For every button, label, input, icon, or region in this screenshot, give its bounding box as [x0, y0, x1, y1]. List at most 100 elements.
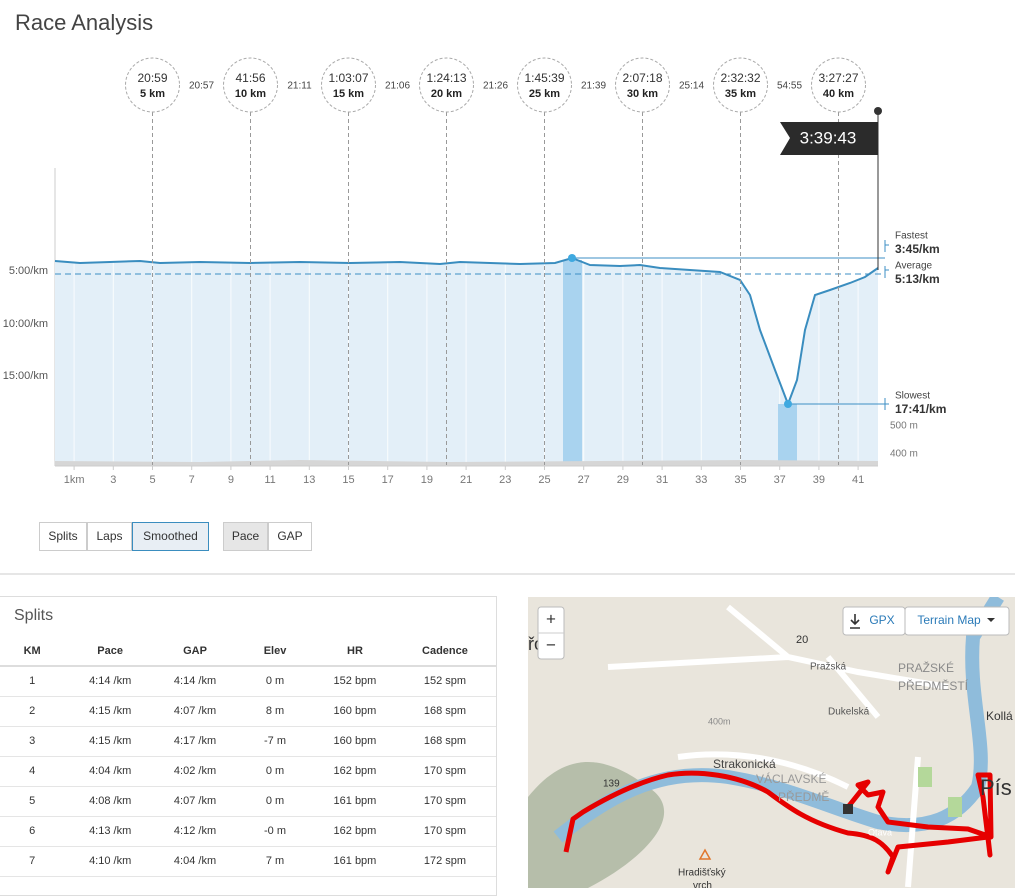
- map-type-label[interactable]: Terrain Map: [917, 613, 981, 627]
- slowest-highlight: [778, 404, 797, 465]
- elevation-label: 400 m: [890, 449, 918, 460]
- split-cell: 2: [29, 705, 36, 717]
- park: [918, 767, 932, 787]
- x-tick-label: 7: [189, 474, 195, 486]
- checkpoint-time: 20:59: [137, 71, 167, 85]
- split-cell: 4:10 /km: [89, 855, 132, 867]
- checkpoint-circle: [321, 57, 376, 113]
- average-label: Average: [895, 261, 933, 272]
- pace-chart: 20:59 5 km 41:56 10 km 1:03:07 15 km 1:24:13 20…: [0, 57, 1015, 575]
- zoom-in[interactable]: +: [546, 609, 556, 628]
- map-label: PRAŽSKÉ: [898, 660, 954, 675]
- split-cell: 0 m: [265, 795, 285, 807]
- fastest-label: Fastest: [895, 231, 928, 242]
- column-header: HR: [347, 644, 363, 657]
- split-cell: 4:17 /km: [173, 735, 217, 747]
- x-tick-label: 5: [149, 474, 155, 486]
- x-tick-label: 9: [228, 474, 234, 486]
- split-cell: 4:14 /km: [173, 675, 217, 688]
- x-tick-label: 31: [656, 474, 668, 486]
- split-cell: 162 bpm: [333, 765, 377, 777]
- split-cell: 162 bpm: [333, 825, 377, 837]
- finish-time: 3:39:43: [800, 128, 857, 147]
- split-cell: 161 bpm: [333, 795, 377, 807]
- checkpoint-circle: [615, 57, 670, 113]
- x-tick-label: 21: [460, 474, 472, 486]
- view-button[interactable]: Splits: [39, 522, 87, 551]
- split-cell: 4: [29, 765, 36, 777]
- checkpoint-distance: 10 km: [235, 88, 266, 100]
- splits-title: Splits: [14, 607, 54, 624]
- x-tick-label: 13: [303, 474, 315, 486]
- metric-button[interactable]: GAP: [268, 522, 312, 551]
- split-cell: 5: [29, 795, 36, 807]
- split-cell: 4:15 /km: [89, 705, 132, 717]
- split-cell: 4:04 /km: [89, 765, 132, 777]
- map-label: 139: [603, 779, 620, 790]
- map-label: Pražská: [810, 662, 847, 673]
- map-label: PŘEDMĚSTÍ: [898, 678, 969, 693]
- map-label: 400m: [708, 716, 731, 726]
- split-cell: 4:07 /km: [173, 705, 217, 717]
- map-label: Dukelská: [828, 707, 870, 718]
- split-cell: 4:13 /km: [89, 825, 132, 837]
- split-row: 7 4:10 /km 4:04 /km 7 m 161 bpm 172 spm: [0, 846, 496, 876]
- fastest-highlight: [563, 260, 582, 465]
- splits-panel: Splits KM Pace GAP Elev HR Cadence 1 4:14 /km 4:…: [0, 596, 497, 896]
- column-header: Cadence: [422, 644, 468, 657]
- split-row: 4 4:04 /km 4:02 /km 0 m 162 bpm 170 spm: [0, 756, 496, 786]
- route: [563, 770, 994, 875]
- map-label: vrch: [693, 881, 712, 888]
- interval-time: 21:11: [287, 81, 312, 92]
- split-cell: 6: [29, 825, 36, 837]
- map: řov20TopěleckáPražskáPRAŽSKÉPŘEDMĚSTÍDuk…: [528, 597, 1015, 888]
- split-cell: 152 bpm: [333, 675, 377, 688]
- view-button[interactable]: Smoothed: [132, 522, 209, 551]
- interval-time: 25:14: [679, 81, 704, 92]
- y-tick-label: 10:00/km: [3, 318, 48, 330]
- zoom-out[interactable]: −: [546, 635, 556, 654]
- checkpoint-time: 1:45:39: [524, 71, 564, 85]
- x-tick-label: 23: [499, 474, 511, 486]
- metric-button[interactable]: Pace: [223, 522, 268, 551]
- split-row: 2 4:15 /km 4:07 /km 8 m 160 bpm 168 spm: [0, 696, 496, 726]
- checkpoint-circle: [419, 57, 474, 113]
- split-row: 6 4:13 /km 4:12 /km -0 m 162 bpm 170 spm: [0, 816, 496, 846]
- map-label: Strakonická: [713, 757, 776, 771]
- split-cell: 161 bpm: [333, 855, 377, 867]
- slowest-label: Slowest: [895, 391, 930, 402]
- x-tick-label: 35: [734, 474, 746, 486]
- split-cell: 7: [29, 855, 36, 867]
- slowest-dot: [784, 400, 792, 408]
- view-button[interactable]: Laps: [87, 522, 132, 551]
- map-label: Pís: [980, 775, 1012, 800]
- x-tick-label: 3: [110, 474, 116, 486]
- finish-dot: [874, 107, 882, 115]
- split-cell: 152 spm: [423, 675, 467, 688]
- x-tick-label: 15: [342, 474, 354, 486]
- checkpoint-time: 2:32:32: [720, 71, 760, 85]
- x-tick-label: 19: [421, 474, 433, 486]
- header-row: KM Pace GAP Elev HR Cadence: [0, 636, 496, 666]
- map-label: Hradišťský: [678, 868, 726, 879]
- split-cell: 8 m: [265, 705, 285, 717]
- split-cell: 160 bpm: [333, 705, 377, 717]
- map-type-button[interactable]: [904, 606, 1010, 636]
- interval-time: 21:06: [385, 81, 410, 92]
- split-cell: 0 m: [265, 765, 285, 777]
- split-cell: 170 spm: [423, 765, 467, 777]
- map-label: Kollá: [986, 709, 1013, 723]
- split-cell: 4:08 /km: [89, 795, 132, 807]
- gpx-label[interactable]: GPX: [869, 613, 894, 627]
- checkpoint-distance: 30 km: [627, 88, 658, 100]
- roads: [607, 604, 949, 888]
- split-cell: 168 spm: [423, 705, 467, 717]
- checkpoint-time: 1:24:13: [426, 71, 466, 85]
- map-label: 20: [796, 634, 808, 646]
- interval-time: 21:39: [581, 81, 606, 92]
- finish-icon: [843, 804, 853, 814]
- elevation-profile: [55, 460, 878, 466]
- x-tick-label: 1km: [64, 474, 85, 486]
- split-row: 5 4:08 /km 4:07 /km 0 m 161 bpm 170 spm: [0, 786, 496, 816]
- park: [948, 797, 962, 817]
